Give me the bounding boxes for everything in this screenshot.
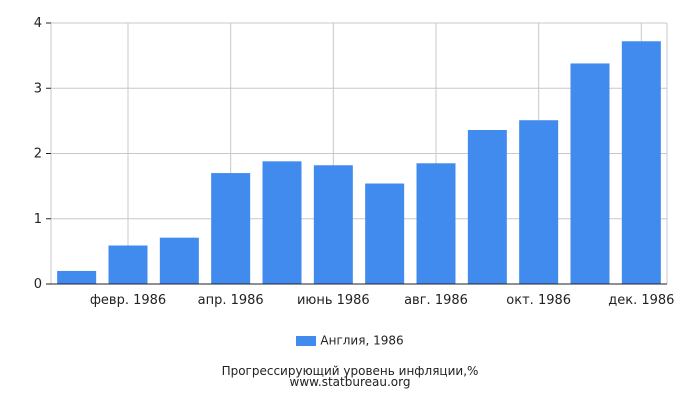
- bar: [108, 245, 148, 284]
- source-caption: www.statbureau.org: [289, 375, 411, 389]
- bar: [57, 270, 97, 284]
- bar: [262, 161, 302, 284]
- bar-chart: 0 1 2 3 4 февр. 1986 апр. 1986 июнь 1986 авг. 19…: [34, 16, 675, 308]
- bar: [519, 120, 559, 284]
- bar: [570, 63, 610, 284]
- x-tick-label: окт. 1986: [506, 293, 571, 308]
- bar: [621, 41, 661, 284]
- y-tick-label: 0: [34, 277, 42, 292]
- x-tick-label: дек. 1986: [608, 293, 674, 308]
- x-tick-label: июнь 1986: [297, 293, 370, 308]
- chart-caption: Прогрессирующий уровень инфляции,%: [221, 364, 479, 378]
- bar: [211, 173, 251, 284]
- legend-label: Англия, 1986: [320, 333, 404, 348]
- y-tick-label: 3: [34, 81, 42, 96]
- y-tick-label: 2: [34, 147, 42, 162]
- bar: [416, 163, 456, 284]
- x-tick-label: авг. 1986: [404, 293, 468, 308]
- bar: [467, 130, 507, 284]
- bar: [159, 237, 199, 284]
- legend: Англия, 1986: [0, 333, 700, 348]
- y-tick-label: 4: [34, 16, 42, 31]
- bar: [313, 165, 353, 284]
- x-tick-label: апр. 1986: [198, 293, 264, 308]
- legend-swatch: [296, 335, 317, 346]
- y-tick-label: 1: [34, 212, 42, 227]
- bar: [365, 183, 405, 284]
- x-tick-label: февр. 1986: [90, 293, 166, 308]
